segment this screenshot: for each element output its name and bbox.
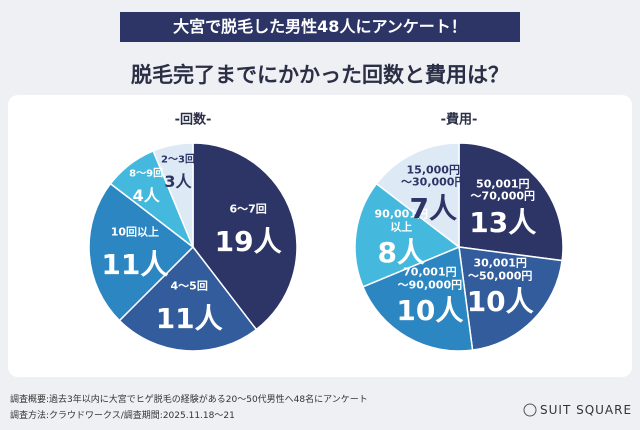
pie-slice — [458, 142, 564, 262]
value-label: 3人 — [164, 171, 192, 191]
value-label: 10人 — [396, 294, 464, 328]
banner: 大宮で脱毛した男性48人にアンケート！ — [120, 12, 520, 42]
slice-label: 15,000円 〜30,000円 — [401, 163, 466, 189]
value-label: 13人 — [469, 205, 537, 239]
title: 脱毛完了までにかかった回数と費用は？ — [131, 62, 509, 87]
slice-label: 4〜5回 — [170, 279, 208, 293]
pie-slice — [458, 246, 563, 351]
pie-slice — [192, 142, 298, 331]
value-label: 4人 — [132, 185, 160, 205]
chart-title: -回数- — [174, 112, 212, 128]
note: 調査方法:クラウドワークス/調査期間:2025.11.18〜21 — [10, 411, 235, 421]
slice-label: 2〜3回 — [161, 153, 195, 165]
slice-label: 10回以上 — [110, 225, 160, 239]
note: 調査概要:過去3年以内に大宮でヒゲ脱毛の経験がある20〜50代男性へ48名にアン… — [10, 395, 368, 405]
slice-label: 6〜7回 — [229, 202, 267, 216]
pie-slice — [354, 182, 461, 288]
value-label: 11人 — [155, 302, 223, 336]
value-label: 7人 — [409, 191, 457, 225]
slice-label: 8〜9回 — [129, 168, 164, 180]
logo: SUIT SQUARE — [540, 403, 633, 417]
pie-slice — [118, 245, 258, 352]
pie-slice — [152, 142, 194, 248]
chart-title: -費用- — [440, 112, 478, 128]
slice-label: 90,001円 以上 — [374, 207, 428, 234]
logo-icon — [523, 403, 537, 417]
value-label: 8人 — [377, 236, 425, 270]
value-label: 11人 — [101, 247, 169, 281]
pie-slice — [375, 142, 460, 249]
pie-slice — [88, 182, 195, 322]
value-label: 10人 — [466, 285, 534, 319]
value-label: 19人 — [214, 225, 282, 259]
slice-label: 50,001円 〜70,000円 — [470, 176, 536, 203]
slice-label: 30,001円 〜50,000円 — [467, 256, 533, 283]
slice-label: 70,001円 〜90,000円 — [397, 265, 463, 292]
pie-slice — [361, 245, 474, 352]
